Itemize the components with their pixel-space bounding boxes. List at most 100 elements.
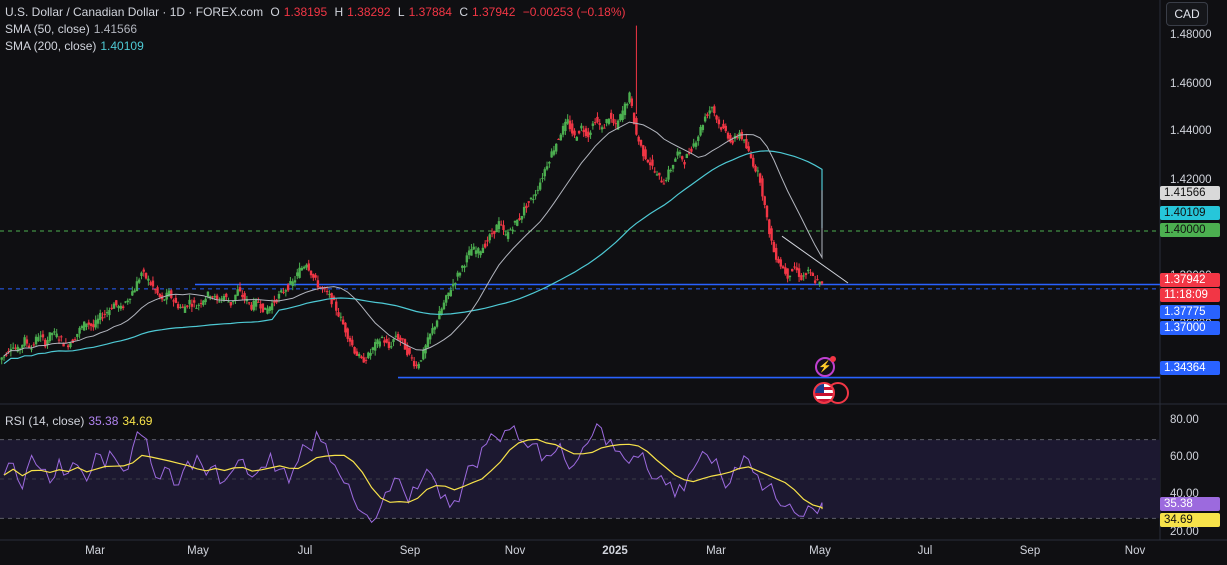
candle-body: [39, 335, 42, 337]
candle-body: [92, 324, 95, 328]
candle-body: [362, 357, 365, 363]
candle-body: [291, 281, 294, 286]
candle-body: [568, 120, 572, 130]
candle-body: [713, 106, 716, 114]
candle-body: [108, 310, 111, 316]
candle-body: [0, 357, 3, 360]
candle-body: [772, 242, 776, 253]
candle-body: [522, 206, 526, 216]
low-value: 1.37884: [408, 5, 452, 19]
candle-body: [280, 290, 283, 293]
time-tick: Sep: [1019, 545, 1041, 557]
candle-body: [2, 356, 6, 358]
candle-body: [710, 107, 714, 109]
legend-sma200[interactable]: SMA (200, close) 1.40109: [5, 39, 148, 53]
candle-body: [346, 328, 349, 339]
sma50-price-tag: 1.41566: [1160, 186, 1220, 200]
candle-body: [447, 292, 450, 297]
us-flag-icon[interactable]: [813, 382, 835, 404]
candle-body: [628, 92, 631, 103]
candle-body: [44, 339, 47, 347]
candle-body: [467, 250, 471, 256]
candle-body: [30, 348, 33, 350]
candle-body: [211, 296, 214, 298]
candle-body: [761, 178, 764, 197]
candle-body: [658, 172, 661, 176]
candle-body: [731, 140, 734, 144]
candle-body: [435, 320, 439, 327]
currency-button[interactable]: CAD: [1166, 2, 1208, 26]
candle-body: [697, 136, 700, 141]
legend-rsi[interactable]: RSI (14, close) 35.38 34.69: [5, 414, 156, 428]
notification-dot: [830, 356, 836, 362]
candle-body: [412, 360, 416, 367]
candle-body: [538, 182, 542, 190]
candle-body: [740, 131, 744, 140]
candle-body: [96, 318, 100, 324]
candle-body: [163, 299, 166, 301]
candle-body: [282, 292, 285, 294]
candle-body: [335, 301, 338, 311]
candle-body: [46, 340, 49, 346]
candle-body: [176, 304, 180, 309]
candle-body: [348, 337, 352, 342]
candle-body: [449, 290, 453, 297]
candle-body: [445, 295, 448, 303]
candle-body: [609, 112, 613, 119]
candle-body: [137, 279, 141, 283]
candle-body: [518, 218, 521, 221]
candle-body: [582, 129, 585, 133]
candle-body: [385, 338, 388, 343]
candle-body: [183, 306, 187, 313]
candle-body: [80, 326, 84, 329]
lightning-icon[interactable]: ⚡: [815, 356, 836, 377]
candle-body: [745, 138, 748, 149]
candle-body: [669, 170, 672, 172]
candle-body: [99, 312, 102, 320]
candle-body: [550, 151, 553, 158]
candle-body: [360, 356, 363, 359]
candle-body: [431, 328, 434, 334]
candle-body: [770, 228, 773, 241]
rsi-ma-tag: 34.69: [1160, 513, 1220, 527]
legend-sma50[interactable]: SMA (50, close) 1.41566: [5, 22, 141, 36]
candle-body: [571, 123, 574, 134]
candle-body: [142, 269, 145, 272]
candle-body: [644, 149, 647, 160]
candle-body: [179, 307, 182, 309]
candle-body: [339, 316, 343, 318]
candle-body: [128, 298, 132, 300]
candle-body: [454, 282, 457, 285]
open-label: O: [270, 5, 280, 19]
price-tick: 1.48000: [1170, 29, 1212, 41]
candle-body: [653, 171, 656, 173]
candle-body: [516, 219, 519, 226]
candle-body: [816, 279, 819, 281]
candle-body: [584, 128, 588, 137]
candle-body: [809, 272, 812, 274]
candle-body: [419, 360, 423, 362]
candle-body: [126, 300, 129, 303]
candle-body: [202, 300, 205, 305]
candle-body: [486, 240, 489, 242]
candle-body: [289, 280, 292, 284]
candle-body: [28, 345, 31, 348]
close-label: C: [459, 5, 468, 19]
rsi-line: [3, 423, 823, 524]
candle-body: [399, 337, 402, 341]
candle-body: [154, 289, 157, 291]
candle-body: [277, 293, 281, 299]
candle-body: [637, 136, 640, 142]
candle-body: [566, 119, 569, 124]
candle-body: [655, 174, 659, 176]
candle-body: [174, 297, 178, 303]
candle-body: [89, 323, 93, 327]
candle-body: [685, 154, 689, 158]
candle-body: [302, 266, 306, 269]
candle-body: [387, 341, 391, 348]
candle-body: [273, 300, 276, 303]
candle-body: [220, 298, 223, 300]
candle-body: [144, 272, 148, 279]
